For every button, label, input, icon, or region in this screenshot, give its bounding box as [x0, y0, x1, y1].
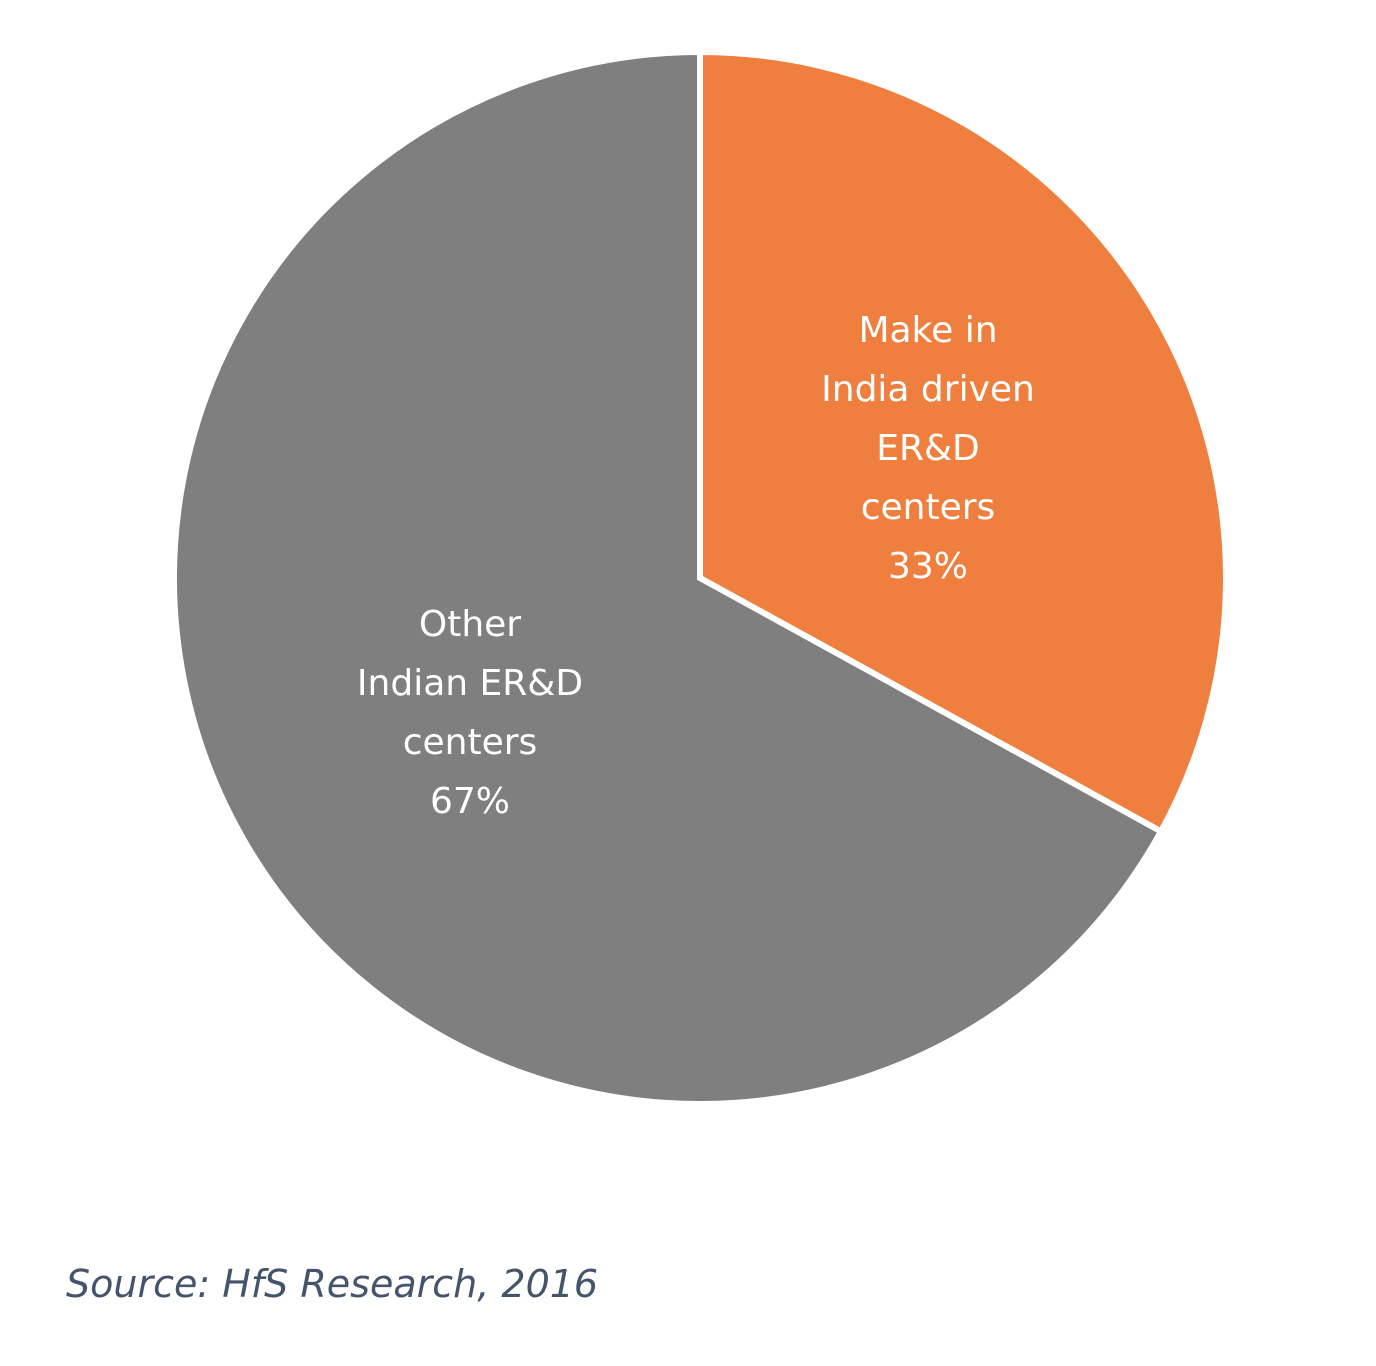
pie-chart: Make in India driven ER&D centers 33% Other In… — [171, 48, 1230, 1107]
pie-slice-label-line: Indian ER&D — [357, 663, 583, 704]
pie-slice-label-line: India driven — [821, 369, 1035, 410]
pie-slice-label-line: centers — [861, 487, 996, 528]
pie-labels: Make in India driven ER&D centers 33% Other In… — [357, 310, 1035, 822]
pie-slice-label-0: Make in India driven ER&D centers 33% — [821, 310, 1035, 587]
pie-slice-label-line: 33% — [888, 546, 968, 587]
pie-slice-label-line: ER&D — [876, 428, 980, 469]
pie-slice-label-line: 67% — [430, 781, 510, 822]
pie-slice-label-line: centers — [403, 722, 538, 763]
pie-slice-label-line: Other — [419, 604, 521, 645]
pie-slices — [171, 48, 1230, 1107]
source-note: Source: HfS Research, 2016 — [66, 1262, 599, 1306]
pie-slice-label-1: Other Indian ER&D centers 67% — [357, 604, 583, 822]
pie-slice-0 — [697, 48, 1230, 836]
pie-slice-label-line: Make in — [858, 310, 997, 351]
pie-slice-1 — [171, 48, 1166, 1107]
